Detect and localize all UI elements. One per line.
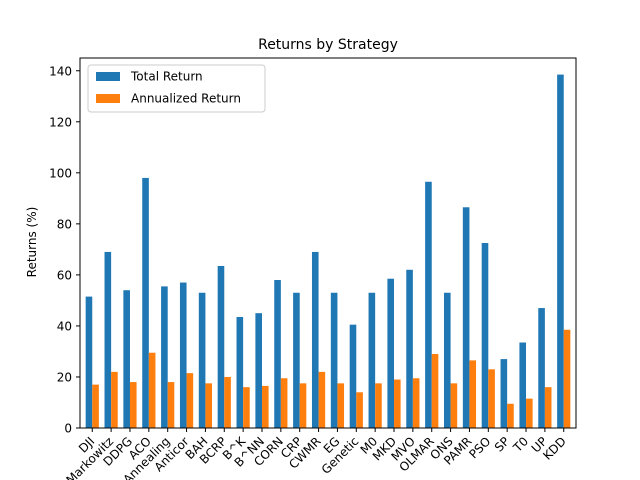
bar-annualized-17 (412, 378, 420, 428)
bar-annualized-4 (167, 382, 175, 428)
bar-annualized-12 (318, 371, 326, 428)
bar-total-11 (293, 292, 300, 428)
bar-annualized-5 (186, 373, 194, 428)
bar-total-10 (274, 280, 281, 428)
bar-annualized-25 (563, 329, 571, 428)
bar-total-7 (217, 265, 225, 428)
y-tick-label-3: 60 (57, 268, 72, 282)
bar-annualized-0 (92, 384, 99, 428)
bar-total-24 (538, 308, 545, 428)
bar-annualized-3 (148, 352, 156, 428)
y-tick-label-0: 0 (64, 422, 72, 436)
bar-annualized-2 (129, 382, 137, 428)
y-axis-label: Returns (%) (25, 207, 39, 278)
bar-annualized-1 (111, 371, 118, 428)
bar-annualized-11 (299, 383, 307, 428)
legend-label-total: Total Return (130, 70, 203, 84)
bar-total-9 (255, 313, 262, 428)
legend: Total Return Annualized Return (87, 64, 266, 113)
bar-total-6 (198, 292, 206, 428)
bar-annualized-14 (356, 392, 363, 428)
bar-total-17 (406, 269, 413, 428)
y-tick-label-5: 100 (49, 166, 72, 180)
y-tick-label-4: 80 (57, 217, 72, 231)
chart-title: Returns by Strategy (258, 37, 398, 53)
bar-annualized-13 (337, 383, 345, 428)
bar-total-16 (387, 278, 395, 428)
bar-annualized-10 (280, 378, 288, 428)
bar-total-15 (368, 292, 376, 428)
bar-total-3 (142, 177, 149, 428)
bar-total-25 (557, 74, 564, 428)
bar-annualized-9 (261, 385, 269, 428)
bar-total-14 (349, 324, 357, 428)
bar-total-8 (236, 317, 244, 428)
y-tick-label-6: 120 (49, 115, 72, 129)
y-tick-label-1: 20 (57, 370, 72, 384)
bar-annualized-15 (375, 383, 382, 428)
bar-annualized-19 (450, 383, 458, 428)
bar-annualized-22 (507, 403, 514, 428)
bar-total-13 (330, 292, 338, 428)
bar-total-12 (311, 251, 319, 428)
bar-annualized-24 (544, 387, 552, 428)
y-tick-label-7: 140 (49, 64, 72, 78)
legend-box (87, 64, 266, 113)
bar-annualized-23 (526, 398, 533, 428)
bar-total-21 (481, 243, 489, 428)
bar-total-2 (123, 290, 130, 428)
bar-total-20 (462, 207, 470, 428)
bar-annualized-6 (205, 383, 213, 428)
bar-total-22 (500, 359, 508, 428)
bar-annualized-8 (243, 387, 250, 428)
bar-total-1 (104, 251, 112, 428)
bar-annualized-21 (488, 369, 495, 428)
bar-annualized-18 (431, 354, 439, 428)
legend-label-annualized: Annualized Return (131, 92, 241, 106)
bar-annualized-7 (224, 376, 231, 428)
bar-annualized-16 (394, 379, 401, 428)
axes-frame (79, 57, 577, 429)
legend-swatch-total (96, 72, 120, 81)
plot-area (85, 74, 571, 428)
bar-total-5 (179, 282, 187, 428)
bar-total-23 (519, 342, 527, 428)
bar-annualized-20 (469, 360, 477, 428)
bar-total-19 (443, 292, 451, 428)
legend-swatch-annualized (96, 94, 120, 103)
bar-total-18 (425, 181, 432, 428)
bar-total-4 (161, 286, 168, 428)
bar-total-0 (85, 296, 93, 428)
y-tick-label-2: 40 (57, 319, 72, 333)
